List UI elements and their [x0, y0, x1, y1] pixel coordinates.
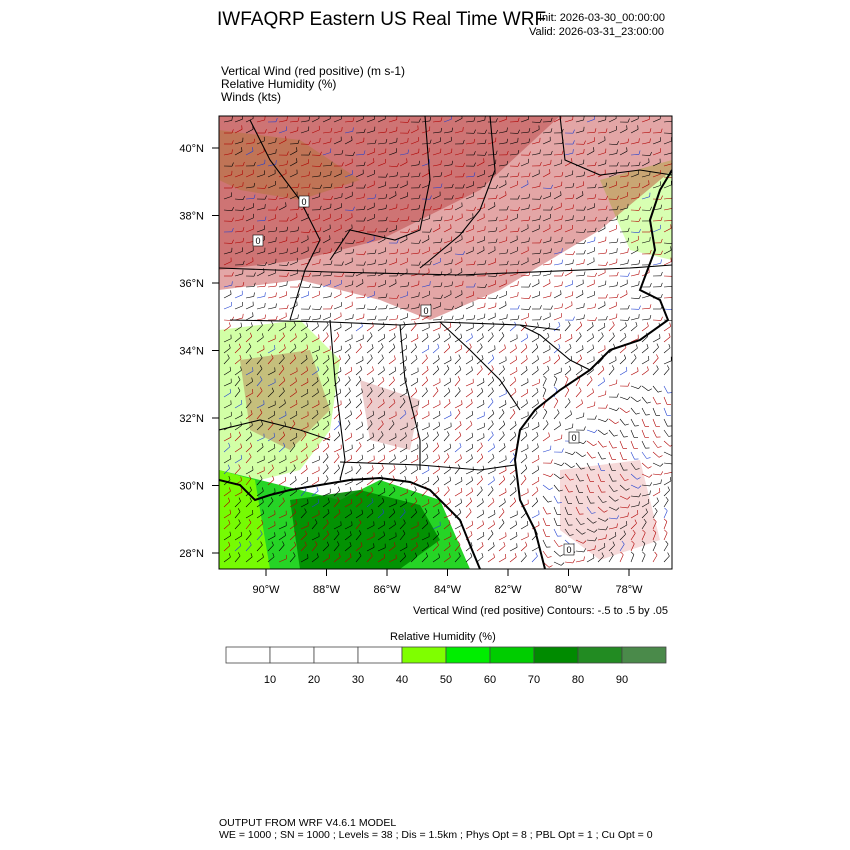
model-footer-settings: WE = 1000 ; SN = 1000 ; Levels = 38 ; Di…: [219, 829, 653, 841]
colorbar-swatch: [357, 646, 403, 664]
map-area: [219, 116, 672, 569]
contour-label: 0: [255, 236, 260, 246]
upward-motion-north-core: [219, 116, 560, 270]
colorbar-tick-label: 10: [264, 674, 276, 686]
colorbar-swatch: [313, 646, 359, 664]
upward-motion-north: [219, 116, 672, 320]
contour-label-box: [568, 431, 580, 444]
humidity-shade-gulf-west: [219, 470, 270, 569]
state-boundaries: [219, 116, 672, 481]
upward-motion-offshore: [560, 460, 660, 560]
colorbar-tick-label: 80: [572, 674, 584, 686]
lat-label: 40°N: [179, 143, 204, 155]
humidity-shade-west: [219, 320, 340, 480]
lon-label: 82°W: [494, 584, 522, 596]
contour-label: 0: [423, 306, 428, 316]
lat-label: 32°N: [179, 413, 204, 425]
colorbar-swatch: [577, 646, 623, 664]
latitude-axis: 40°N 38°N 36°N 34°N 32°N 30°N 28°N: [179, 143, 219, 560]
colorbar-swatch: [489, 646, 535, 664]
field-label-relative-humidity: Relative Humidity (%): [221, 77, 337, 91]
colorbar-tick-label: 30: [352, 674, 364, 686]
colorbar-tick-label: 50: [440, 674, 452, 686]
field-label-winds: Winds (kts): [221, 90, 281, 104]
wind-barbs: [223, 116, 672, 568]
contour-label-box: [420, 304, 432, 317]
colorbar-swatch: [401, 646, 447, 664]
colorbar-swatch: [269, 646, 315, 664]
lat-label: 28°N: [179, 548, 204, 560]
humidity-shade-gulf-core: [290, 490, 440, 569]
lon-label: 90°W: [252, 584, 280, 596]
model-footer-title: OUTPUT FROM WRF V4.6.1 MODEL: [219, 817, 397, 829]
colorbar-swatch: [621, 646, 667, 664]
lat-label: 38°N: [179, 211, 204, 223]
colorbar-title: Relative Humidity (%): [390, 631, 496, 643]
longitude-axis: 90°W 88°W 86°W 84°W 82°W 80°W 78°W: [252, 569, 643, 596]
lon-label: 88°W: [313, 584, 341, 596]
map-frame: [218, 115, 673, 570]
upward-motion-central: [360, 380, 420, 450]
lon-label: 84°W: [434, 584, 462, 596]
contour-labels: 0 0 0 0 0: [252, 195, 580, 556]
contour-label-box: [298, 195, 310, 208]
contour-label: 0: [566, 545, 571, 555]
colorbar-tick-label: 70: [528, 674, 540, 686]
colorbar-swatch: [225, 646, 271, 664]
plot-title: IWFAQRP Eastern US Real Time WRF: [217, 9, 547, 30]
lon-label: 80°W: [555, 584, 583, 596]
atlantic-coastline: [513, 169, 672, 569]
colorbar-swatch: [533, 646, 579, 664]
lon-label: 86°W: [373, 584, 401, 596]
contour-label-box: [563, 543, 575, 556]
colorbar-tick-label: 90: [616, 674, 628, 686]
lat-label: 36°N: [179, 278, 204, 290]
gulf-coastline: [219, 476, 481, 569]
contour-label-box: [252, 234, 264, 247]
colorbar-tick-label: 20: [308, 674, 320, 686]
contour-label: 0: [571, 433, 576, 443]
humidity-shade-north: [219, 130, 360, 200]
lon-label: 78°W: [615, 584, 643, 596]
contour-label: 0: [301, 197, 306, 207]
colorbar-swatch: [445, 646, 491, 664]
field-label-vertical-wind: Vertical Wind (red positive) (m s-1): [221, 64, 406, 78]
lat-label: 34°N: [179, 346, 204, 358]
init-time: Init: 2026-03-30_00:00:00: [539, 12, 665, 24]
colorbar-boxes: [225, 646, 667, 664]
contour-note: Vertical Wind (red positive) Contours: -…: [413, 605, 668, 617]
lat-label: 30°N: [179, 481, 204, 493]
colorbar-tick-labels: 10 20 30 40 50 60 70 80 90: [264, 674, 628, 686]
colorbar-tick-label: 40: [396, 674, 408, 686]
colorbar-tick-label: 60: [484, 674, 496, 686]
valid-time: Valid: 2026-03-31_23:00:00: [529, 26, 664, 38]
